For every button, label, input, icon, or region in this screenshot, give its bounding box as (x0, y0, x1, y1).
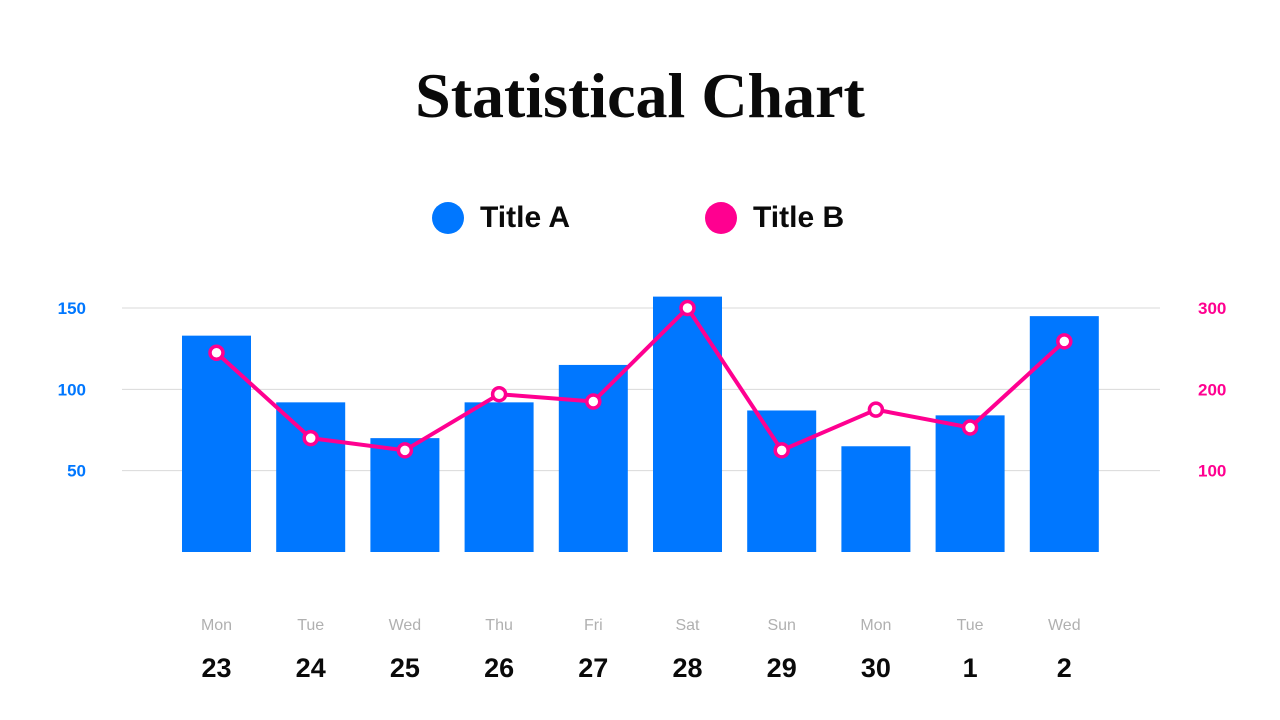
x-tick-weekday: Sun (767, 617, 795, 634)
legend-item-title-b: Title B (705, 200, 844, 236)
x-tick-weekday: Tue (297, 617, 324, 634)
legend-dot-icon (705, 202, 737, 234)
x-tick-weekday: Tue (957, 617, 984, 634)
bar (558, 364, 628, 552)
legend-label: Title B (753, 201, 845, 234)
x-tick-date: 30 (861, 653, 891, 683)
x-tick-weekday: Mon (201, 617, 232, 634)
line-point (773, 442, 790, 459)
x-tick-date: 28 (672, 653, 702, 683)
bar (653, 296, 722, 552)
bar (1029, 316, 1099, 552)
x-tick-date: 24 (296, 653, 326, 683)
y-left-tick-label: 100 (58, 380, 86, 399)
x-tick-date: 1 (963, 653, 978, 683)
legend: Title A Title B (0, 200, 1280, 236)
x-tick-date: 25 (390, 653, 420, 683)
series-line (215, 306, 1066, 453)
x-tick-date: 2 (1057, 653, 1072, 683)
y-right-tick-label: 100 (1198, 462, 1226, 481)
x-tick-date: 27 (578, 653, 608, 683)
line-point (490, 385, 508, 403)
bar (841, 446, 911, 552)
bar (935, 415, 1005, 552)
y-right-tick-label: 200 (1198, 380, 1226, 399)
x-tick-weekday: Thu (485, 617, 513, 634)
bar (464, 402, 534, 552)
x-tick-weekday: Wed (389, 617, 422, 634)
x-tick-weekday: Wed (1048, 617, 1081, 634)
x-tick-weekday: Mon (860, 617, 891, 634)
x-tick-date: 26 (484, 653, 514, 683)
y-right-tick-label: 300 (1198, 299, 1226, 318)
bar (747, 410, 817, 552)
x-tick-weekday: Fri (584, 617, 603, 634)
bar (276, 402, 346, 552)
legend-label: Title A (480, 201, 571, 234)
line-point (396, 442, 414, 459)
x-tick-weekday: Sat (675, 617, 700, 634)
y-left-tick-label: 50 (67, 462, 86, 481)
line-point (585, 393, 602, 410)
line-point (961, 419, 979, 436)
line-point (679, 299, 696, 317)
line-point (867, 401, 885, 418)
line-point (1056, 333, 1073, 350)
legend-dot-icon (432, 202, 464, 234)
bar (182, 335, 251, 552)
line-point (302, 429, 319, 447)
y-left-tick-label: 150 (58, 299, 86, 318)
x-tick-date: 23 (201, 653, 231, 683)
chart-title: Statistical Chart (415, 60, 865, 131)
line-point (208, 344, 225, 361)
x-tick-date: 29 (767, 653, 797, 683)
legend-item-title-a: Title A (432, 200, 570, 236)
